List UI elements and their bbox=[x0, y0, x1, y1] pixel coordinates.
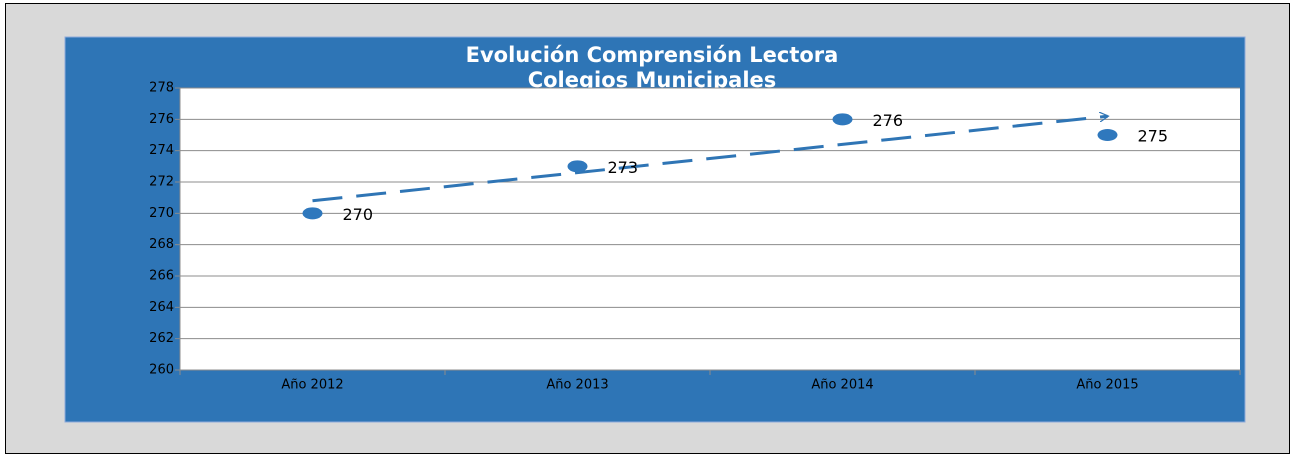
x-tick-label: Año 2012 bbox=[281, 378, 343, 393]
x-tick-label: Año 2013 bbox=[546, 378, 608, 393]
marker bbox=[1097, 129, 1118, 141]
y-tick-label: 268 bbox=[149, 237, 174, 252]
y-tick-label: 260 bbox=[149, 363, 174, 378]
y-tick-label: 272 bbox=[149, 175, 174, 190]
y-tick-label: 264 bbox=[149, 300, 174, 315]
y-tick-label: 270 bbox=[149, 206, 174, 221]
data-label: 276 bbox=[873, 111, 904, 130]
data-label: 273 bbox=[608, 158, 639, 177]
data-label: 270 bbox=[343, 205, 374, 224]
marker bbox=[832, 113, 853, 126]
x-tick-label: Año 2015 bbox=[1076, 378, 1138, 393]
chart-title: Evolución Comprensión Lectora bbox=[466, 43, 839, 67]
y-tick-label: 276 bbox=[149, 112, 174, 127]
marker bbox=[567, 160, 588, 173]
y-tick-label: 274 bbox=[149, 143, 174, 158]
data-label: 275 bbox=[1138, 127, 1169, 146]
y-tick-label: 278 bbox=[149, 81, 174, 96]
y-tick-label: 266 bbox=[149, 269, 174, 284]
y-tick-label: 262 bbox=[149, 331, 174, 346]
marker bbox=[302, 207, 323, 220]
x-tick-label: Año 2014 bbox=[811, 378, 873, 393]
plot-area bbox=[180, 88, 1240, 370]
trend-line bbox=[312, 116, 1108, 203]
